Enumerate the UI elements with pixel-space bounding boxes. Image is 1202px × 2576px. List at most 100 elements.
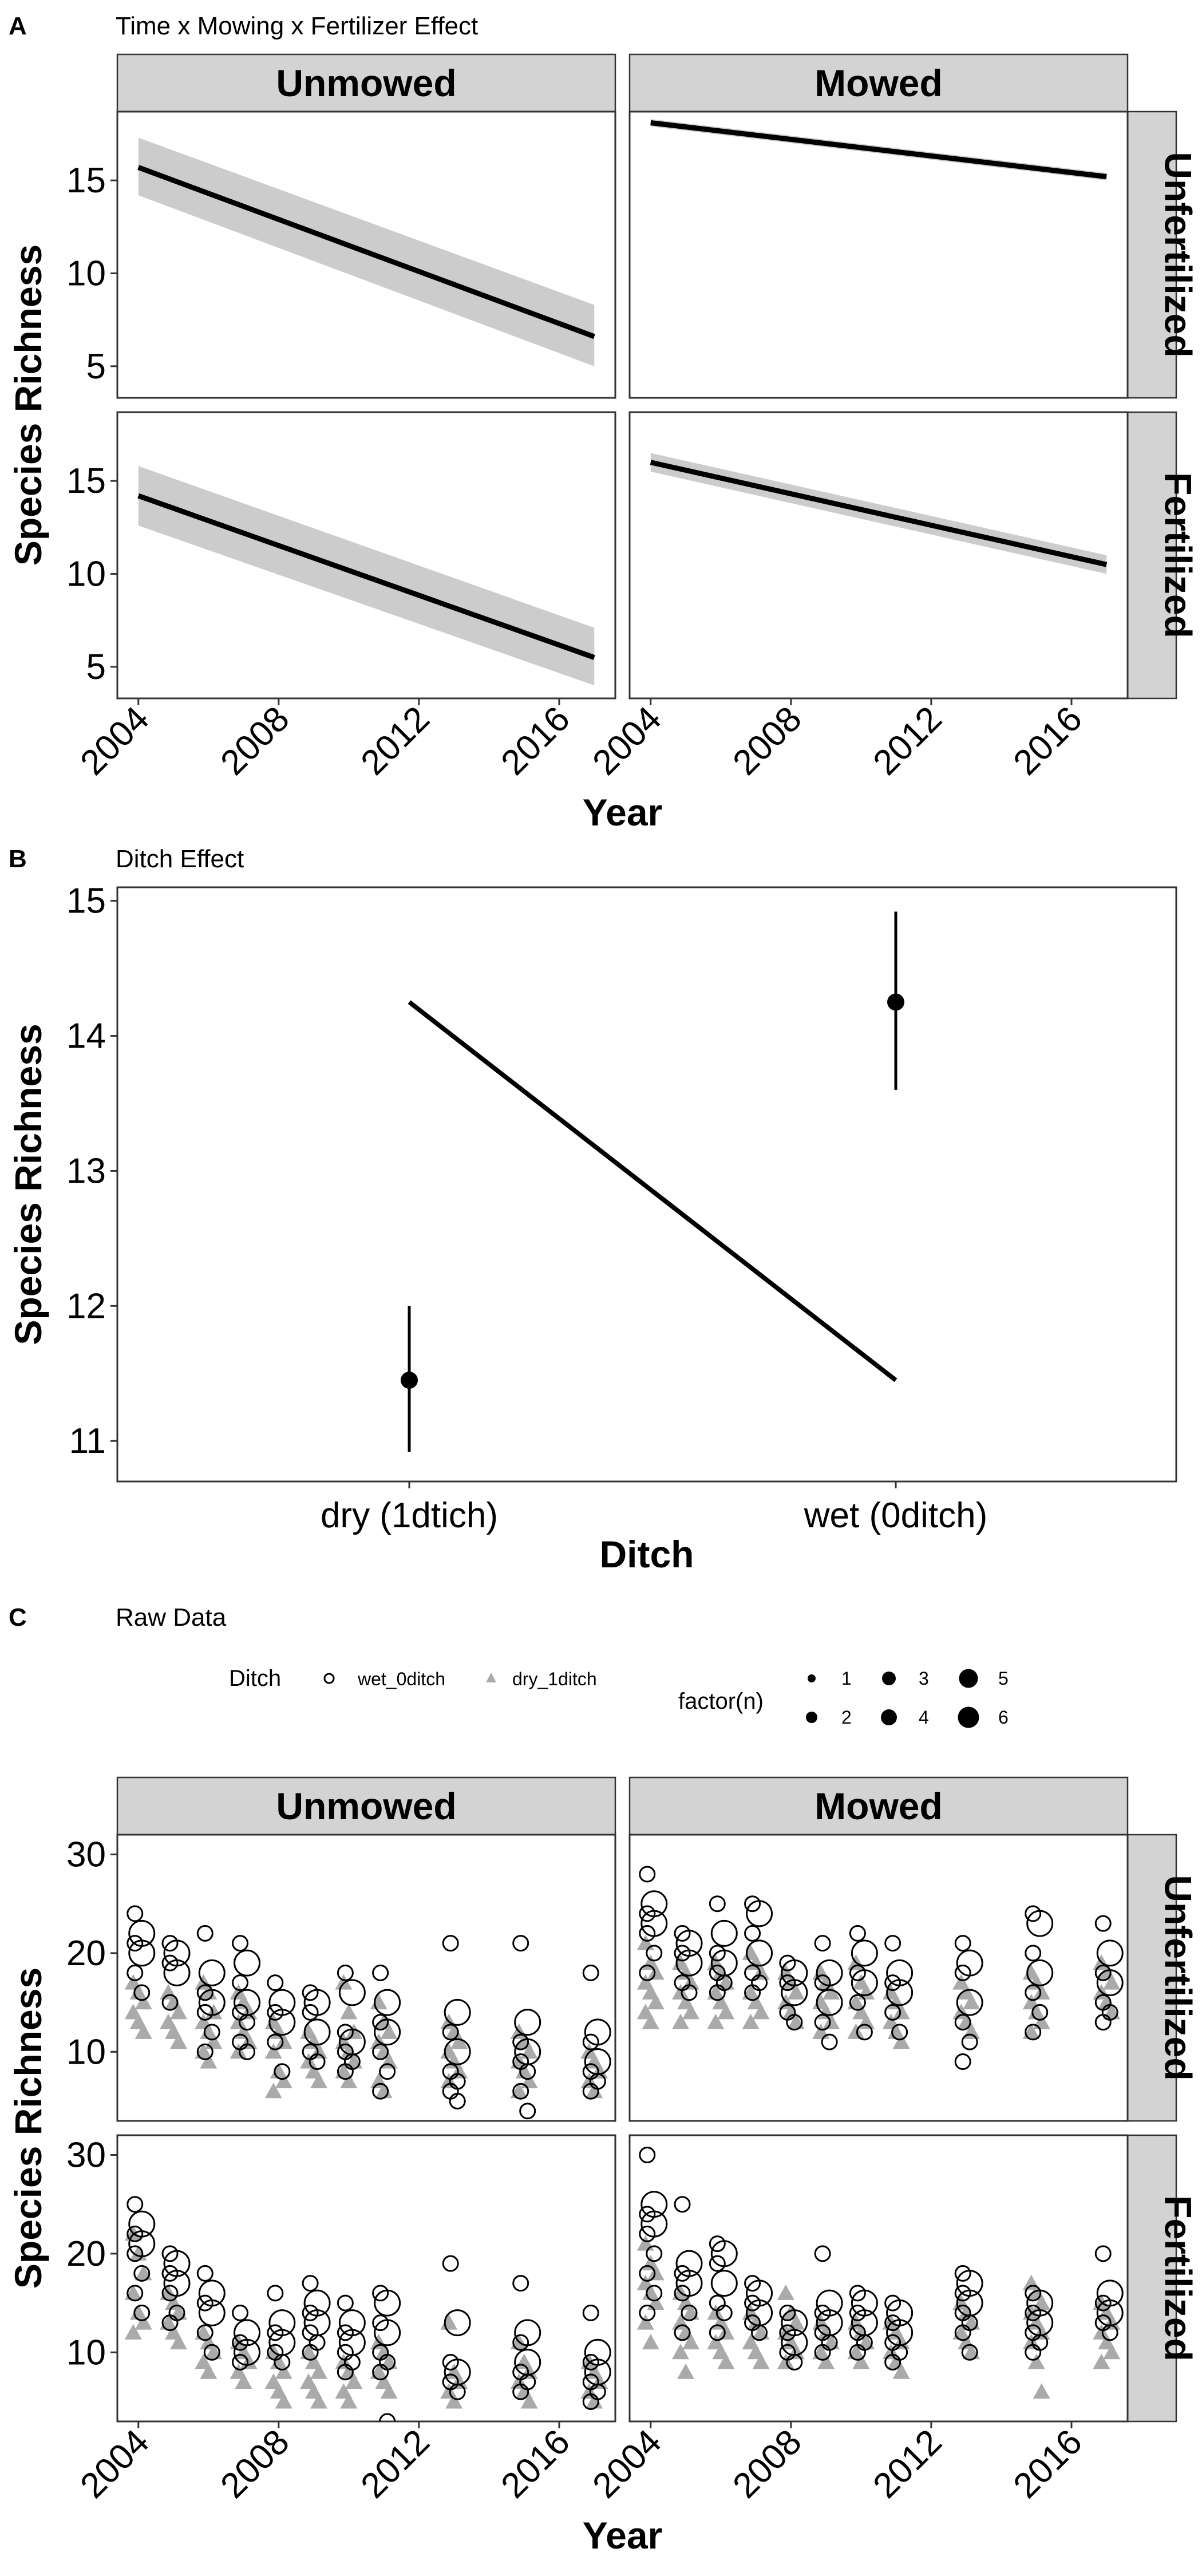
- wet-ditch-point: [302, 2275, 319, 2292]
- wet-ditch-point: [674, 2285, 691, 2302]
- dry-ditch-point: [520, 2393, 538, 2409]
- wet-ditch-point: [639, 1866, 656, 1883]
- dry-ditch-point: [340, 2393, 358, 2409]
- panel-c-legend-wet-key: [323, 1673, 335, 1684]
- wet-ditch-point: [512, 2334, 529, 2351]
- wet-ditch-point: [274, 2063, 291, 2080]
- wet-ditch-point: [779, 2324, 796, 2341]
- wet-ditch-point: [374, 2319, 401, 2346]
- wet-ditch-point: [337, 1964, 354, 1981]
- wet-ditch-point: [196, 2294, 213, 2312]
- panel-c-x-tick-label: 2008: [213, 2422, 296, 2506]
- wet-ditch-point: [126, 2196, 144, 2213]
- wet-ditch-point: [161, 2245, 179, 2262]
- wet-ditch-point: [126, 2225, 144, 2242]
- wet-ditch-point: [856, 2024, 873, 2041]
- wet-ditch-point: [196, 2004, 213, 2021]
- wet-ditch-point: [267, 2033, 284, 2050]
- panel-c-strip-unfertilized: [1126, 1834, 1177, 2122]
- panel-c-x-tick-label: 2012: [353, 2422, 437, 2506]
- wet-ditch-point: [372, 2083, 389, 2100]
- panel-c-unmowed-fertilized-panel: [116, 2134, 616, 2423]
- panel-c-legend-size-label-4: 4: [919, 1707, 929, 1728]
- wet-ditch-point: [639, 2146, 656, 2163]
- dry-ditch-point: [647, 1964, 665, 1980]
- panel-c-x-tick-label: 2016: [1006, 2422, 1090, 2506]
- wet-ditch-point: [1026, 1910, 1054, 1937]
- wet-ditch-point: [449, 2383, 466, 2400]
- wet-ditch-point: [196, 2043, 213, 2060]
- panel-b-y-tick-label: 11: [69, 1421, 106, 1461]
- wet-ditch-point: [374, 1989, 401, 2016]
- wet-ditch-point: [232, 1974, 249, 1992]
- dry-ditch-point: [647, 2265, 665, 2281]
- wet-ditch-point: [198, 1959, 226, 1986]
- panel-c-mowed-fertilized-points: [636, 2146, 1124, 2399]
- panel-b-x-tick-label: wet (0ditch): [804, 1496, 987, 1535]
- panel-a-x-axis-title: Year: [583, 791, 662, 833]
- wet-ditch-point: [1026, 1959, 1054, 1986]
- wet-ditch-point: [639, 1905, 656, 1922]
- wet-ditch-point: [1094, 2014, 1112, 2031]
- wet-ditch-point: [309, 2053, 326, 2071]
- wet-ditch-point: [379, 2413, 396, 2421]
- dry-ditch-point: [340, 2073, 358, 2089]
- dry-ditch-point: [1093, 2353, 1110, 2369]
- wet-ditch-point: [814, 2304, 831, 2321]
- wet-ditch-point: [821, 2033, 838, 2050]
- dry-ditch-point: [892, 2363, 910, 2379]
- wet-ditch-point: [161, 2265, 179, 2282]
- panel-c-letter: C: [9, 1603, 27, 1631]
- dry-ditch-point: [817, 2353, 835, 2369]
- wet-ditch-point: [512, 1935, 529, 1952]
- dry-ditch-point: [380, 2023, 398, 2039]
- panel-a-strip-unfertilized: [1126, 110, 1177, 399]
- wet-ditch-point: [1025, 2024, 1042, 2041]
- panel-c-strip-label-unfertilized: Unfertilized: [1157, 1875, 1200, 2080]
- panel-a-y-tick-label: 15: [66, 161, 106, 200]
- wet-ditch-point: [161, 2314, 179, 2332]
- wet-ditch-point: [886, 1979, 914, 2006]
- wet-ditch-point: [781, 1979, 808, 2006]
- wet-ditch-point: [681, 2304, 698, 2321]
- wet-ditch-point: [519, 2103, 536, 2120]
- wet-ditch-point: [884, 1935, 902, 1952]
- dry-ditch-point: [264, 2043, 282, 2059]
- panel-c-mowed-unfertilized-panel: [628, 1834, 1129, 2122]
- dry-ditch-point: [345, 2023, 363, 2039]
- wet-ditch-point: [267, 2285, 284, 2302]
- panel-c-strip-unmowed: [116, 1776, 616, 1836]
- panel-c-strip-label-fertilized: Fertilized: [1157, 2195, 1200, 2361]
- wet-ditch-point: [961, 2344, 978, 2361]
- panel-a-x-tick-label: 2008: [725, 699, 809, 783]
- dry-ditch-point: [823, 2013, 840, 2029]
- dry-ditch-point: [1033, 2383, 1050, 2399]
- dry-ditch-point: [963, 1994, 980, 2010]
- wet-ditch-point: [639, 1925, 656, 1942]
- wet-ditch-point: [133, 2304, 151, 2321]
- panel-c-y-tick-label: 10: [66, 2032, 106, 2072]
- wet-ditch-point: [744, 1984, 761, 2001]
- wet-ditch-point: [646, 1945, 663, 1962]
- wet-ditch-point: [372, 2314, 389, 2332]
- wet-ditch-point: [161, 1954, 179, 1971]
- wet-ditch-point: [512, 2033, 529, 2050]
- wet-ditch-point: [302, 2344, 319, 2361]
- panel-c-legend-size-label-1: 1: [841, 1668, 852, 1689]
- wet-ditch-point: [849, 1925, 866, 1942]
- wet-ditch-point: [126, 2245, 144, 2262]
- wet-ditch-point: [582, 2083, 599, 2100]
- panel-c-y-axis-title: Species Richness: [7, 1967, 49, 2289]
- panel-b-chart: 11 12 13 14 15 dry (1dtich) wet (0ditch) Specie…: [7, 882, 1177, 1575]
- wet-ditch-point: [884, 1974, 902, 1992]
- wet-ditch-point: [849, 1994, 866, 2011]
- panel-c-mowed-fertilized-panel: [628, 2134, 1129, 2423]
- panel-a-strip-unmowed: [116, 53, 616, 113]
- dry-ditch-point: [777, 2284, 794, 2300]
- panel-c-legend: Ditch wet_0ditch dry_1ditch factor(n) 1 2 3 4 5 6: [229, 1666, 1009, 1728]
- panel-c-y-tick-label: 30: [66, 1835, 106, 1874]
- wet-ditch-point: [849, 2304, 866, 2321]
- wet-ditch-point: [512, 2275, 529, 2292]
- panel-a-strip-label-mowed: Mowed: [814, 62, 943, 104]
